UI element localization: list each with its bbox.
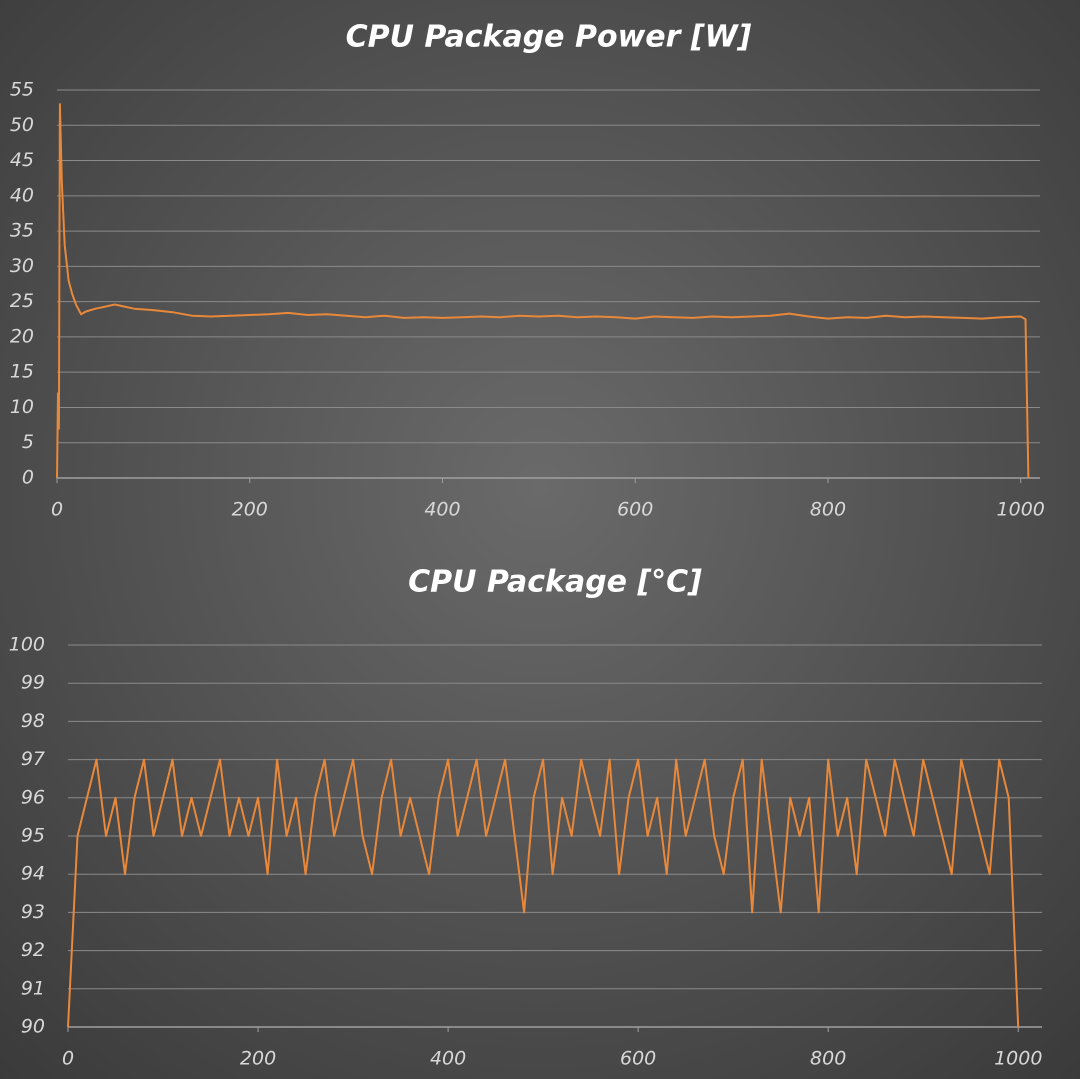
x-tick-label: 0 [62,1048,74,1070]
x-tick-label: 200 [232,499,268,521]
data-line [67,758,1020,1028]
y-tick-label: 92 [21,939,45,961]
y-tick-label: 5 [22,431,34,453]
x-tick-label: 600 [620,1048,656,1070]
y-tick-label: 10 [10,396,34,418]
y-tick-label: 95 [21,825,45,847]
y-tick-label: 0 [22,467,34,489]
y-tick-label: 35 [10,220,34,242]
y-tick-label: 99 [21,672,45,694]
chart-title: CPU Package Power [W] [346,20,752,55]
y-tick-label: 50 [10,114,34,136]
x-tick-label: 400 [424,499,460,521]
x-tick-label: 0 [51,499,63,521]
x-tick-label: 1000 [994,1048,1042,1070]
y-tick-label: 40 [10,184,34,206]
y-tick-label: 30 [10,255,34,277]
y-tick-label: 45 [10,149,34,171]
y-tick-label: 93 [21,901,45,923]
y-tick-label: 98 [21,710,45,732]
x-tick-label: 400 [430,1048,466,1070]
y-tick-label: 97 [21,748,45,770]
chart-title: CPU Package [°C] [408,565,702,600]
y-tick-label: 15 [10,361,34,383]
y-tick-label: 55 [10,79,34,101]
y-tick-label: 20 [10,325,34,347]
x-tick-label: 600 [617,499,653,521]
y-tick-label: 91 [21,977,45,999]
data-line [56,103,1030,479]
x-tick-label: 800 [810,499,846,521]
y-tick-label: 100 [9,634,45,656]
x-tick-label: 800 [810,1048,846,1070]
y-tick-label: 90 [21,1016,45,1038]
y-tick-label: 96 [21,786,45,808]
y-tick-label: 25 [10,290,34,312]
y-tick-label: 94 [21,863,45,885]
x-tick-label: 1000 [997,499,1045,521]
x-tick-label: 200 [240,1048,276,1070]
